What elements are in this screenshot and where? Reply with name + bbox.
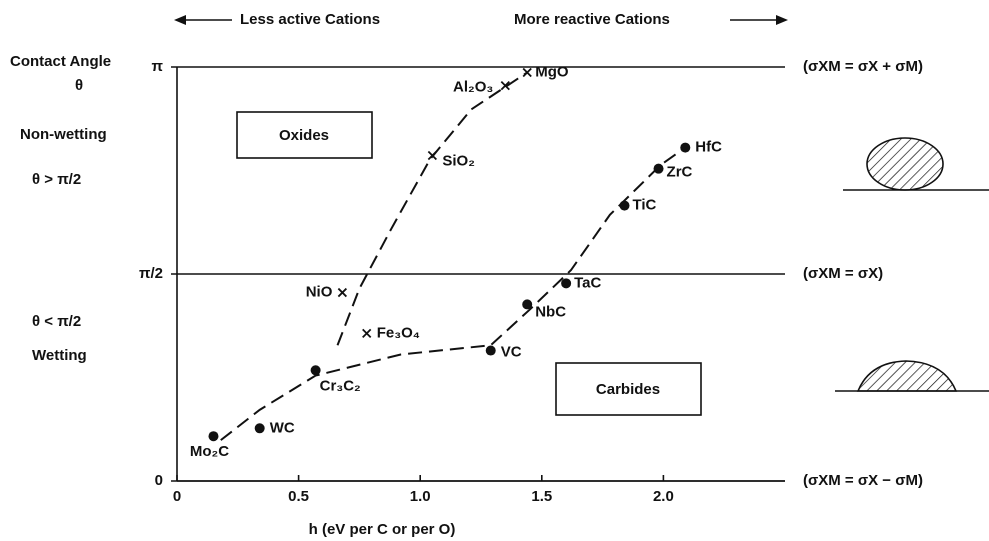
data-point bbox=[619, 201, 629, 211]
point-label: Al₂O₃ bbox=[453, 79, 493, 96]
x-tick-label: 0 bbox=[173, 488, 181, 505]
y-tick-label: 0 bbox=[155, 472, 163, 489]
chart: Less active Cations More reactive Cation… bbox=[0, 0, 989, 541]
y-axis-symbol: θ bbox=[75, 77, 83, 94]
data-point bbox=[338, 289, 346, 297]
arrow-head bbox=[776, 15, 788, 25]
data-point bbox=[311, 365, 321, 375]
x-tick-label: 2.0 bbox=[653, 488, 674, 505]
equation: (σXM = σX + σM) bbox=[803, 58, 923, 75]
droplet-wetting bbox=[858, 361, 956, 391]
point-label: TaC bbox=[574, 274, 601, 291]
point-label: WC bbox=[270, 419, 295, 436]
legend-label: Carbides bbox=[596, 381, 660, 398]
region-condition: θ > π/2 bbox=[32, 171, 81, 188]
point-label: VC bbox=[501, 344, 522, 361]
point-label: SiO₂ bbox=[442, 152, 475, 169]
y-tick-label: π/2 bbox=[139, 265, 163, 282]
point-label: NbC bbox=[535, 303, 566, 320]
data-point bbox=[522, 299, 532, 309]
trend-curve bbox=[338, 72, 528, 345]
x-axis-label: h (eV per C or per O) bbox=[309, 521, 456, 538]
legend-label: Oxides bbox=[279, 127, 329, 144]
point-label: Mo₂C bbox=[190, 443, 229, 460]
data-point bbox=[208, 431, 218, 441]
top-annotation: More reactive Cations bbox=[514, 11, 670, 28]
data-point bbox=[363, 329, 371, 337]
data-point bbox=[680, 143, 690, 153]
point-label: Cr₃C₂ bbox=[320, 377, 361, 394]
top-annotation: Less active Cations bbox=[240, 11, 380, 28]
point-label: Fe₃O₄ bbox=[377, 324, 420, 341]
x-tick-label: 1.0 bbox=[410, 488, 431, 505]
data-point bbox=[561, 278, 571, 288]
data-point bbox=[523, 68, 531, 76]
data-point bbox=[654, 164, 664, 174]
arrow-head bbox=[174, 15, 186, 25]
y-axis-label: Contact Angle bbox=[10, 53, 111, 70]
x-tick-label: 1.5 bbox=[531, 488, 552, 505]
region-label: Non-wetting bbox=[20, 126, 107, 143]
data-point bbox=[255, 423, 265, 433]
point-label: HfC bbox=[695, 139, 722, 156]
droplet-nonwetting bbox=[867, 138, 943, 190]
point-label: MgO bbox=[535, 63, 569, 80]
point-label: ZrC bbox=[667, 164, 693, 181]
data-point bbox=[428, 152, 436, 160]
x-tick-label: 0.5 bbox=[288, 488, 309, 505]
data-point bbox=[486, 346, 496, 356]
point-label: TiC bbox=[632, 197, 656, 214]
y-tick-label: π bbox=[152, 58, 164, 75]
point-label: NiO bbox=[306, 284, 333, 301]
region-label: Wetting bbox=[32, 347, 87, 364]
region-condition: θ < π/2 bbox=[32, 313, 81, 330]
equation: (σXM = σX) bbox=[803, 265, 883, 282]
equation: (σXM = σX − σM) bbox=[803, 472, 923, 489]
